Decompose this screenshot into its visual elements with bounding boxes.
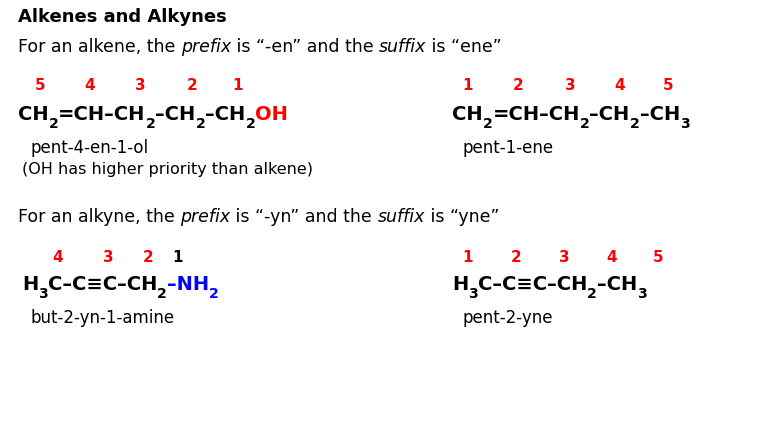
Text: 3: 3 bbox=[679, 117, 689, 131]
Text: 4: 4 bbox=[84, 78, 95, 93]
Text: –CH: –CH bbox=[597, 275, 638, 294]
Text: 3: 3 bbox=[468, 287, 478, 301]
Text: –CH: –CH bbox=[639, 105, 679, 124]
Text: suffix: suffix bbox=[379, 38, 426, 56]
Text: 2: 2 bbox=[209, 287, 219, 301]
Text: 3: 3 bbox=[559, 250, 569, 265]
Text: C–C≡C–CH: C–C≡C–CH bbox=[48, 275, 157, 294]
Text: 3: 3 bbox=[638, 287, 647, 301]
Text: 2: 2 bbox=[513, 78, 524, 93]
Text: is “ene”: is “ene” bbox=[426, 38, 502, 56]
Text: prefix: prefix bbox=[181, 38, 231, 56]
Text: 2: 2 bbox=[157, 287, 167, 301]
Text: 3: 3 bbox=[38, 287, 48, 301]
Text: –CH: –CH bbox=[156, 105, 196, 124]
Text: 2: 2 bbox=[511, 250, 521, 265]
Text: pent-2-yne: pent-2-yne bbox=[462, 309, 553, 327]
Text: 4: 4 bbox=[52, 250, 63, 265]
Text: For an alkene, the: For an alkene, the bbox=[18, 38, 181, 56]
Text: 5: 5 bbox=[653, 250, 663, 265]
Text: 5: 5 bbox=[35, 78, 46, 93]
Text: =CH–CH: =CH–CH bbox=[492, 105, 580, 124]
Text: 3: 3 bbox=[103, 250, 113, 265]
Text: 2: 2 bbox=[587, 287, 597, 301]
Text: 2: 2 bbox=[143, 250, 154, 265]
Text: CH: CH bbox=[18, 105, 49, 124]
Text: CH: CH bbox=[452, 105, 483, 124]
Text: 1: 1 bbox=[173, 250, 183, 265]
Text: (OH has higher priority than alkene): (OH has higher priority than alkene) bbox=[22, 162, 313, 177]
Text: 2: 2 bbox=[49, 117, 59, 131]
Text: pent-1-ene: pent-1-ene bbox=[462, 139, 553, 157]
Text: 5: 5 bbox=[663, 78, 673, 93]
Text: 3: 3 bbox=[135, 78, 145, 93]
Text: 2: 2 bbox=[245, 117, 255, 131]
Text: –CH: –CH bbox=[590, 105, 630, 124]
Text: 4: 4 bbox=[615, 78, 625, 93]
Text: 2: 2 bbox=[630, 117, 639, 131]
Text: 2: 2 bbox=[187, 78, 198, 93]
Text: C–C≡C–CH: C–C≡C–CH bbox=[478, 275, 587, 294]
Text: Alkenes and Alkynes: Alkenes and Alkynes bbox=[18, 8, 226, 26]
Text: prefix: prefix bbox=[180, 208, 230, 226]
Text: –CH: –CH bbox=[205, 105, 245, 124]
Text: 1: 1 bbox=[463, 250, 473, 265]
Text: suffix: suffix bbox=[378, 208, 425, 226]
Text: 2: 2 bbox=[196, 117, 205, 131]
Text: pent-4-en-1-ol: pent-4-en-1-ol bbox=[30, 139, 148, 157]
Text: 2: 2 bbox=[483, 117, 492, 131]
Text: 4: 4 bbox=[606, 250, 617, 265]
Text: H: H bbox=[22, 275, 38, 294]
Text: H: H bbox=[452, 275, 468, 294]
Text: –NH: –NH bbox=[167, 275, 209, 294]
Text: For an alkyne, the: For an alkyne, the bbox=[18, 208, 180, 226]
Text: is “yne”: is “yne” bbox=[425, 208, 499, 226]
Text: =CH–CH: =CH–CH bbox=[59, 105, 146, 124]
Text: 1: 1 bbox=[233, 78, 243, 93]
Text: is “-yn” and the: is “-yn” and the bbox=[230, 208, 378, 226]
Text: 2: 2 bbox=[580, 117, 590, 131]
Text: 3: 3 bbox=[565, 78, 575, 93]
Text: OH: OH bbox=[255, 105, 288, 124]
Text: is “-en” and the: is “-en” and the bbox=[231, 38, 379, 56]
Text: but-2-yn-1-amine: but-2-yn-1-amine bbox=[30, 309, 174, 327]
Text: 2: 2 bbox=[146, 117, 156, 131]
Text: 1: 1 bbox=[463, 78, 473, 93]
